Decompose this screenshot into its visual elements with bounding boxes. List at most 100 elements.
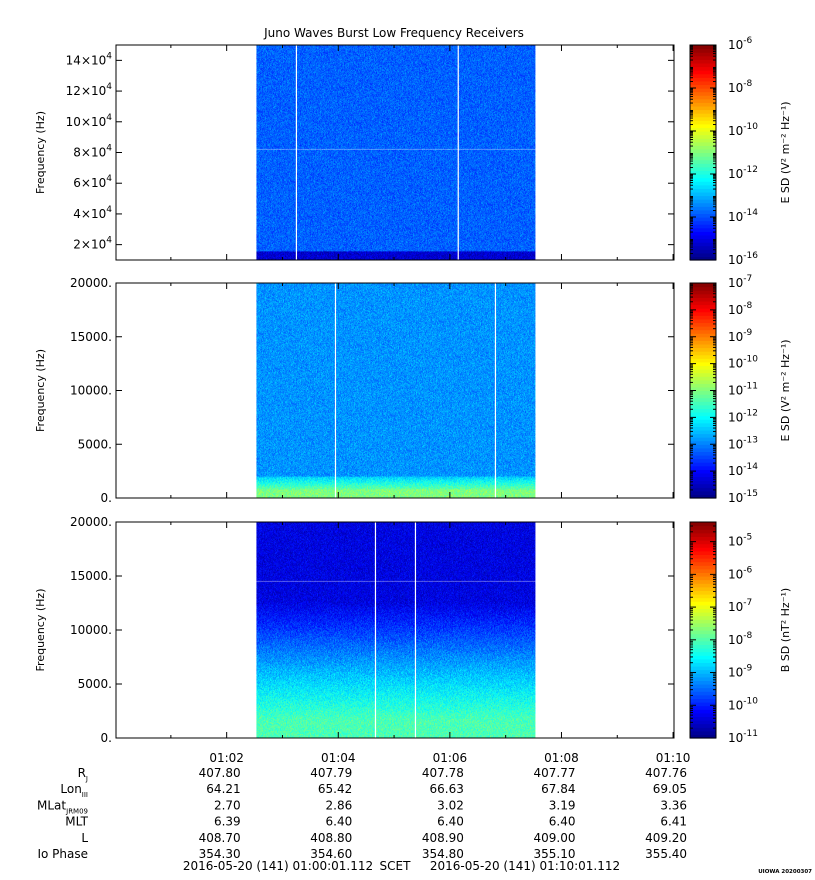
colorbar-segment — [690, 390, 716, 395]
colorbar-segment — [690, 234, 716, 240]
y-tick-label: 6×104 — [73, 174, 112, 190]
colorbar-segment — [690, 451, 716, 456]
colorbar-segment — [690, 465, 716, 470]
colorbar-segment — [690, 604, 716, 609]
colorbar-segment — [690, 716, 716, 721]
colorbar-segment — [690, 705, 716, 710]
colorbar-segment — [690, 73, 716, 78]
colorbar-segment — [690, 455, 716, 460]
colorbar-segment — [690, 88, 716, 93]
colorbar-segment — [690, 376, 716, 381]
colorbar-segment — [690, 62, 716, 68]
colorbar-segment — [690, 300, 716, 306]
colorbar-segment — [690, 522, 716, 527]
colorbar-segment — [690, 369, 716, 374]
y-tick-label: 10×104 — [66, 113, 113, 129]
y-tick-label: 10000. — [70, 384, 112, 398]
colorbar-segment — [690, 702, 716, 707]
colorbar-segment — [690, 329, 716, 334]
ephemeris-row-label: LonIII — [60, 782, 88, 799]
colorbar-segment — [690, 286, 716, 291]
colorbar-segment — [690, 687, 716, 692]
colorbar-segment — [690, 684, 716, 689]
colorbar-segment — [690, 494, 716, 499]
colorbar-segment — [690, 651, 716, 656]
colorbar-segment — [690, 412, 716, 417]
panel-3: 0. 5000. 10000. 15000. 20000. Frequency (Hz) 1… — [34, 515, 792, 745]
y-tick-label: 0. — [101, 731, 112, 745]
panel-2-colorbar-label: E SD (V² m⁻² Hz⁻¹) — [779, 339, 792, 441]
colorbar-segment — [690, 177, 716, 182]
colorbar-segment — [690, 440, 716, 445]
ephemeris-row-label: RJ — [78, 766, 88, 783]
ephemeris-value: 3.36 — [660, 798, 687, 812]
colorbar-segment — [690, 447, 716, 453]
colorbar-segment — [690, 561, 716, 566]
panels: 2×104 4×104 6×104 8×104 10×104 12×104 14×104 Fr… — [34, 36, 792, 745]
colorbar-segment — [690, 734, 716, 739]
colorbar-segment — [690, 662, 716, 667]
colorbar-segment — [690, 691, 716, 696]
colorbar-segment — [690, 612, 716, 617]
panel-1: 2×104 4×104 6×104 8×104 10×104 12×104 14×104 Fr… — [34, 36, 792, 267]
colorbar-segment — [690, 554, 716, 559]
y-tick-label: 5000. — [78, 437, 112, 451]
colorbar-tick-label: 10-13 — [728, 435, 758, 451]
colorbar-tick-label: 10-6 — [728, 36, 753, 52]
ephemeris-value: 67.84 — [541, 782, 575, 796]
colorbar-tick-label: 10-10 — [728, 122, 758, 138]
colorbar-segment — [690, 386, 716, 392]
colorbar-segment — [690, 630, 716, 635]
colorbar-frame — [689, 44, 717, 261]
y-tick-label: 20000. — [70, 515, 112, 529]
colorbar-segment — [690, 640, 716, 645]
colorbar-segment — [690, 558, 716, 563]
colorbar-tick-label: 10-8 — [728, 631, 753, 647]
colorbar-segment — [690, 723, 716, 728]
colorbar-segment — [690, 480, 716, 485]
colorbar-segment — [690, 80, 716, 86]
colorbar-segment — [690, 156, 716, 161]
colorbar-tick-label: 10-9 — [728, 328, 753, 344]
colorbar-segment — [690, 655, 716, 660]
colorbar-segment — [690, 318, 716, 324]
colorbar-segment — [690, 529, 716, 534]
colorbar-segment — [690, 256, 716, 261]
colorbar-segment — [690, 351, 716, 356]
colorbar-segment — [690, 358, 716, 363]
colorbar-segment — [690, 472, 716, 478]
ephemeris-row-label: L — [81, 831, 88, 845]
colorbar-segment — [690, 462, 716, 467]
colorbar-tick-label: 10-14 — [728, 208, 758, 224]
colorbar-segment — [690, 148, 716, 154]
colorbar-segment — [690, 249, 716, 254]
colorbar-segment — [690, 134, 716, 139]
colorbar-segment — [690, 206, 716, 211]
y-tick-label: 15000. — [70, 330, 112, 344]
colorbar-segment — [690, 415, 716, 420]
colorbar-segment — [690, 401, 716, 406]
colorbar-segment — [690, 583, 716, 588]
colorbar-segment — [690, 224, 716, 229]
colorbar-segment — [690, 195, 716, 200]
colorbar-segment — [690, 669, 716, 674]
colorbar-segment — [690, 408, 716, 413]
chart-title: Juno Waves Burst Low Frequency Receivers — [263, 26, 524, 40]
footer-start-time: 2016-05-20 (141) 01:00:01.112 — [183, 859, 373, 873]
panel-3-colorbar: 10-5 10-6 10-7 10-8 10-9 10-10 10-11 B SD (nT² … — [689, 521, 792, 745]
colorbar-segment — [690, 77, 716, 82]
colorbar-segment — [690, 579, 716, 584]
colorbar-segment — [690, 572, 716, 577]
colorbar-segment — [690, 333, 716, 338]
footer-end-time: 2016-05-20 (141) 01:10:01.112 — [430, 859, 620, 873]
colorbar-tick-label: 10-8 — [728, 301, 753, 317]
colorbar-segment — [690, 379, 716, 384]
x-tick-label: 01:04 — [321, 751, 356, 765]
x-tick-label: 01:08 — [544, 751, 579, 765]
colorbar-segment — [690, 532, 716, 537]
panel-2-y-label: Frequency (Hz) — [34, 349, 47, 432]
y-tick-label: 8×104 — [73, 144, 112, 160]
colorbar-segment — [690, 105, 716, 111]
colorbar-segment — [690, 586, 716, 591]
colorbar-segment — [690, 220, 716, 225]
